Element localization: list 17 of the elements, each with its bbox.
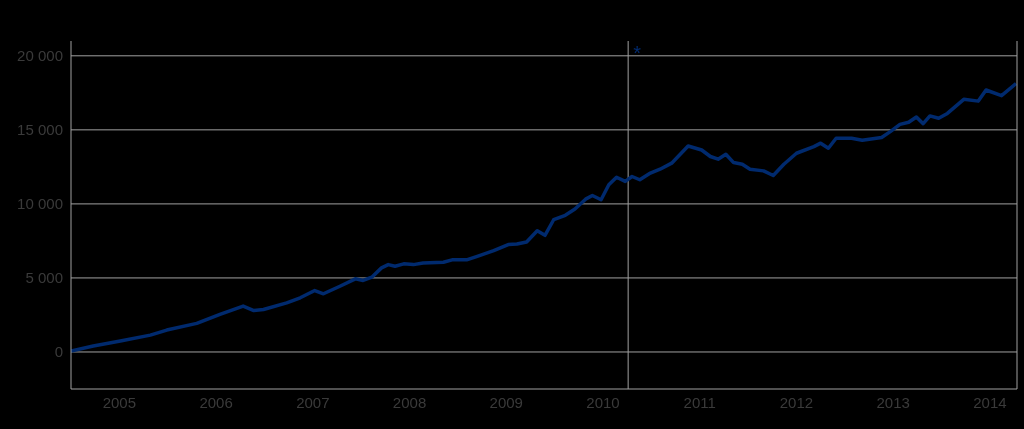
annotation: *: [633, 42, 642, 65]
y-tick-label: 5 000: [25, 269, 63, 287]
x-tick-label: 2005: [102, 393, 137, 411]
x-tick-label: 2012: [779, 393, 814, 411]
x-tick-label: 2009: [489, 393, 523, 411]
x-tick-label: 2008: [392, 393, 427, 411]
x-tick-label: 2011: [683, 393, 716, 411]
x-tick-label: 2013: [876, 393, 910, 411]
x-tick-label: 2006: [199, 393, 233, 411]
y-tick-label: 0: [54, 343, 63, 361]
x-tick-label: 2007: [296, 393, 330, 411]
line-series: [71, 81, 1017, 353]
y-tick-label: 10 000: [17, 195, 63, 213]
y-tick-label: 20 000: [17, 47, 63, 65]
x-tick-label: 2014: [973, 393, 1007, 411]
y-tick-label: 15 000: [17, 121, 63, 139]
x-tick-label: 2010: [586, 393, 620, 411]
